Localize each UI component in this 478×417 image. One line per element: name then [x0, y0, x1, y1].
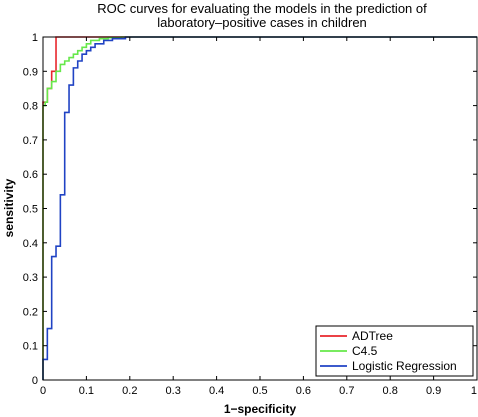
y-tick-label: 0.9 [23, 66, 38, 78]
y-tick-label: 0.2 [23, 306, 38, 318]
ticks-layer: 0 0.1 0.2 0.3 0.4 0.5 0.6 0.7 0.8 0.9 1 0 0.1 0.2 0.3 0… [23, 32, 478, 397]
y-tick-label: 1 [32, 32, 38, 44]
x-tick-label: 1 [471, 385, 477, 397]
x-tick-label: 0.1 [79, 385, 94, 397]
y-tick-label: 0.7 [23, 135, 38, 147]
y-tick-label: 0.4 [23, 238, 38, 250]
series-line-c4-5 [42, 36, 477, 380]
x-tick-label: 0.5 [252, 385, 267, 397]
legend-label: C4.5 [352, 344, 378, 358]
x-tick-label: 0.8 [383, 385, 398, 397]
y-tick-label: 0.1 [23, 341, 38, 353]
x-tick-label: 0.2 [122, 385, 137, 397]
x-tick-label: 0 [40, 385, 46, 397]
y-tick-label: 0.5 [23, 204, 38, 216]
series-line-logistic-regression [42, 36, 477, 380]
y-tick-label: 0.6 [23, 169, 38, 181]
x-tick-label: 0.3 [166, 385, 181, 397]
x-tick-label: 0.6 [296, 385, 311, 397]
legend-label: Logistic Regression [352, 359, 457, 373]
chart-title: ROC curves for evaluating the models in … [97, 1, 427, 16]
x-tick-label: 0.7 [339, 385, 354, 397]
plot-area [43, 37, 477, 380]
x-tick-label: 0.9 [426, 385, 441, 397]
y-axis-label: sensitivity [2, 178, 16, 237]
legend-label: ADTree [352, 329, 393, 343]
y-tick-label: 0.3 [23, 272, 38, 284]
chart-subtitle: laboratory–positive cases in children [157, 15, 367, 30]
y-tick-label: 0 [32, 375, 38, 387]
y-tick-label: 0.8 [23, 101, 38, 113]
x-tick-label: 0.4 [209, 385, 224, 397]
x-axis-label: 1−specificity [224, 402, 297, 416]
